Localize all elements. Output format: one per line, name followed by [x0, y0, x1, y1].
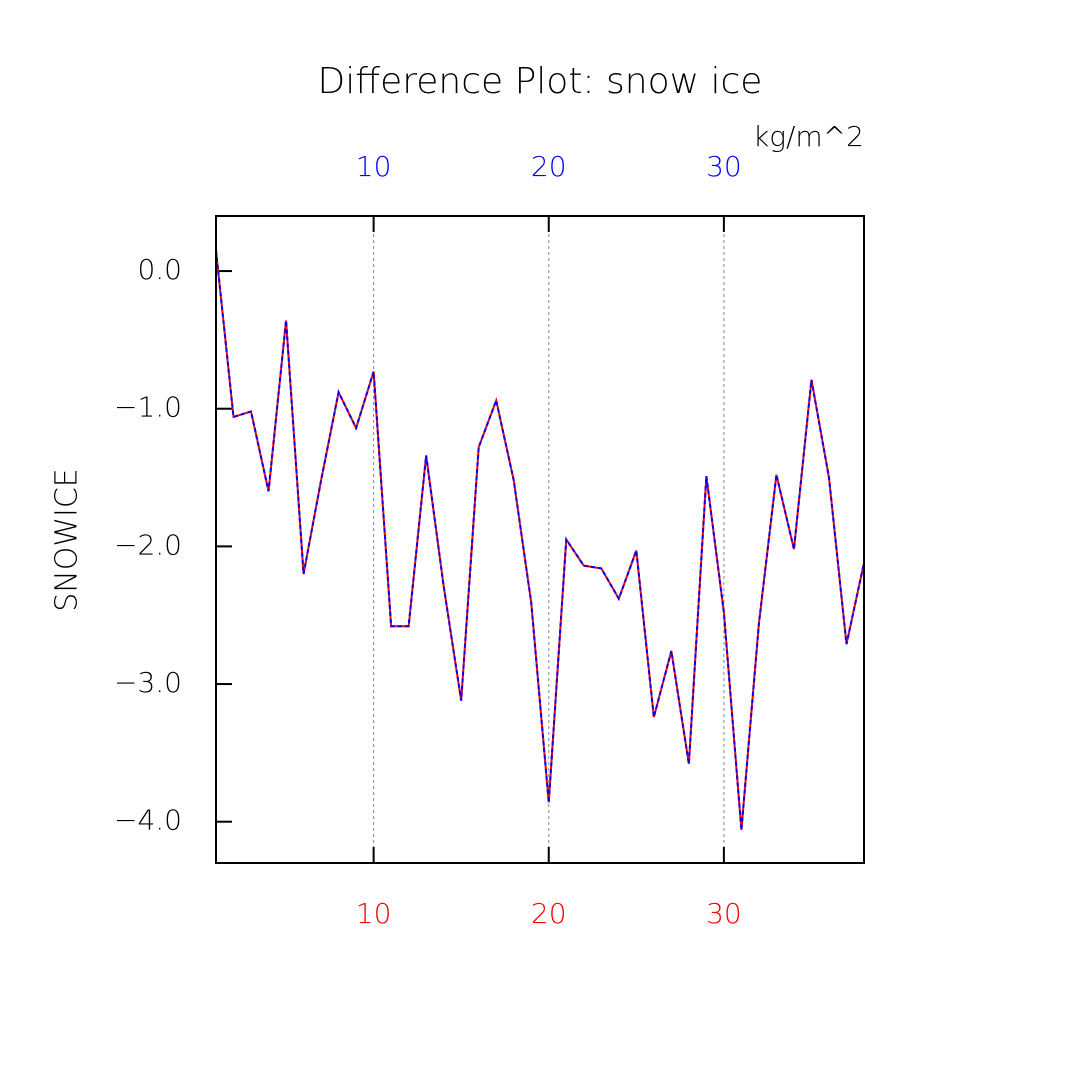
x2-tick-label: 30	[706, 150, 742, 183]
plot-frame	[215, 215, 865, 864]
y-axis-label: SNOWICE	[50, 468, 85, 612]
data-line	[215, 250, 865, 831]
data-line	[215, 250, 865, 831]
y-tick-label: −3.0	[114, 666, 182, 699]
x-tick-label: 20	[531, 897, 567, 930]
y-tick-label: 0.0	[137, 253, 182, 286]
y-tick-label: −1.0	[114, 391, 182, 424]
x2-tick-label: 20	[531, 150, 567, 183]
chart-title: Difference Plot: snow ice	[318, 61, 763, 102]
x-tick-label: 30	[706, 897, 742, 930]
x-tick-label: 10	[356, 897, 392, 930]
x2-tick-label: 10	[356, 150, 392, 183]
units-label: kg/m^2	[753, 120, 864, 153]
y-tick-label: −4.0	[114, 804, 182, 837]
y-tick-label: −2.0	[114, 528, 182, 561]
